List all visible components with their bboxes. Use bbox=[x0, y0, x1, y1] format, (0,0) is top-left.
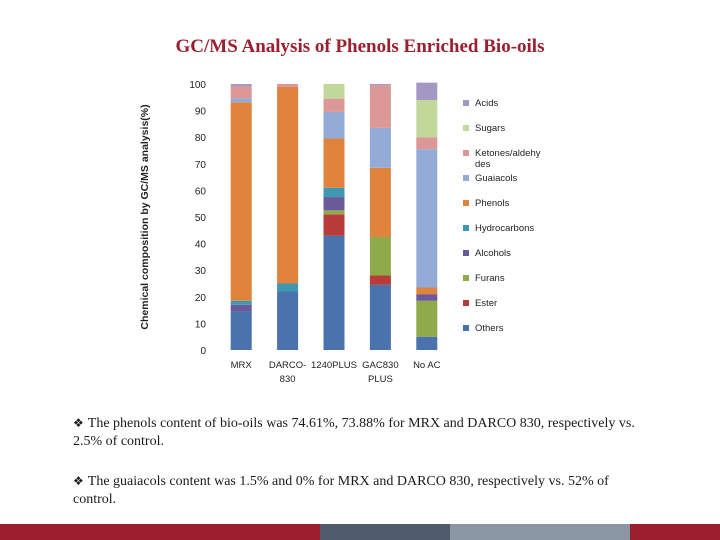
bar-segment-ketones-aldehydes bbox=[277, 84, 299, 87]
bar-segment-sugars bbox=[416, 99, 438, 138]
y-tick-label: 50 bbox=[195, 213, 207, 224]
legend-label: Acids bbox=[475, 98, 498, 109]
bar-segment-phenols bbox=[277, 86, 299, 284]
bar-segment-hydrocarbons bbox=[323, 187, 345, 198]
legend-swatch bbox=[463, 150, 469, 156]
bar-segment-ketones-aldehydes bbox=[369, 85, 391, 128]
y-tick-label: 60 bbox=[195, 186, 207, 197]
legend-swatch bbox=[463, 125, 469, 131]
footer-segment bbox=[320, 524, 450, 540]
bar-segment-phenols bbox=[230, 102, 252, 301]
bar-segment-phenols bbox=[323, 138, 345, 188]
legend-swatch bbox=[463, 175, 469, 181]
footer-segment bbox=[630, 524, 720, 540]
y-tick-label: 30 bbox=[195, 266, 207, 277]
bar-segment-ketones-aldehydes bbox=[416, 137, 438, 150]
y-tick-label: 100 bbox=[189, 80, 206, 91]
bar-segment-acids bbox=[416, 82, 438, 100]
footer-segment bbox=[0, 524, 140, 540]
bar-segment-furans bbox=[416, 300, 438, 337]
y-tick-label: 90 bbox=[195, 107, 207, 118]
legend-swatch bbox=[463, 300, 469, 306]
legend-label: Phenols bbox=[475, 198, 510, 209]
bar-segment-others bbox=[230, 311, 252, 350]
bar-segment-acids bbox=[369, 84, 391, 86]
y-tick-label: 20 bbox=[195, 293, 207, 304]
x-tick-label: 1240PLUS bbox=[311, 360, 357, 371]
legend-label: Ketones/aldehy bbox=[475, 148, 541, 159]
bullet-phenols: ❖ The phenols content of bio-oils was 74.… bbox=[73, 414, 653, 451]
legend-label: des bbox=[475, 159, 491, 170]
legend-label: Guaiacols bbox=[475, 173, 517, 184]
legend-swatch bbox=[463, 200, 469, 206]
legend-label: Others bbox=[475, 323, 504, 334]
legend-swatch bbox=[463, 100, 469, 106]
bar-segment-guaiacols bbox=[230, 98, 252, 103]
x-tick-label: MRX bbox=[231, 360, 253, 371]
bar-segment-furans bbox=[323, 210, 345, 215]
x-tick-label: PLUS bbox=[368, 374, 393, 385]
bar-segment-ester bbox=[323, 214, 345, 236]
x-tick-label: DARCO- bbox=[269, 360, 306, 371]
bar-segment-acids bbox=[230, 84, 252, 87]
slide-title: GC/MS Analysis of Phenols Enriched Bio-o… bbox=[175, 36, 545, 57]
stacked-bar-chart: 0 10 20 30 40 50 60 70 80 90 100 Chemical compositi… bbox=[139, 80, 541, 385]
y-tick-label: 40 bbox=[195, 240, 207, 251]
bar-segment-guaiacols bbox=[416, 149, 438, 288]
bar-segment-furans bbox=[369, 236, 391, 276]
bar-segment-alcohols bbox=[323, 197, 345, 211]
y-tick-label: 0 bbox=[200, 346, 206, 357]
bar-segment-others bbox=[277, 291, 299, 350]
legend-label: Furans bbox=[475, 273, 505, 284]
footer-segment bbox=[140, 524, 320, 540]
bar-segment-others bbox=[369, 284, 391, 350]
bar-segment-others bbox=[416, 336, 438, 350]
x-tick-label: 830 bbox=[280, 374, 296, 385]
legend-label: Ester bbox=[475, 298, 497, 309]
bullet-text: The guaiacols content was 1.5% and 0% fo… bbox=[73, 474, 609, 507]
footer-bar bbox=[0, 524, 720, 540]
legend-label: Sugars bbox=[475, 123, 505, 134]
bullet-diamond-icon: ❖ bbox=[73, 474, 84, 488]
legend-label: Alcohols bbox=[475, 248, 511, 259]
x-tick-label: No AC bbox=[413, 360, 441, 371]
legend-label: Hydrocarbons bbox=[475, 223, 534, 234]
bar-segment-alcohols bbox=[230, 304, 252, 312]
legend-swatch bbox=[463, 225, 469, 231]
bar-segment-phenols bbox=[369, 167, 391, 237]
legend-swatch bbox=[463, 250, 469, 256]
bullet-guaiacols: ❖ The guaiacols content was 1.5% and 0% f… bbox=[73, 472, 653, 509]
bar-segment-ester bbox=[369, 275, 391, 285]
bullet-diamond-icon: ❖ bbox=[73, 416, 84, 430]
y-tick-label: 70 bbox=[195, 160, 207, 171]
bar-segment-others bbox=[323, 235, 345, 350]
bar-segment-guaiacols bbox=[323, 111, 345, 139]
bar-segment-hydrocarbons bbox=[277, 283, 299, 292]
footer-segment bbox=[450, 524, 630, 540]
bar-segment-ketones-aldehydes bbox=[323, 98, 345, 112]
legend-swatch bbox=[463, 275, 469, 281]
bar-segment-ketones-aldehydes bbox=[230, 86, 252, 99]
y-axis-title: Chemical composition by GC/MS analysis(%… bbox=[139, 104, 151, 329]
y-tick-label: 80 bbox=[195, 133, 207, 144]
bar-segment-guaiacols bbox=[369, 127, 391, 168]
bar-segment-hydrocarbons bbox=[230, 300, 252, 305]
bar-segment-phenols bbox=[416, 287, 438, 295]
legend-swatch bbox=[463, 325, 469, 331]
bar-segment-alcohols bbox=[416, 294, 438, 301]
bullet-text: The phenols content of bio-oils was 74.6… bbox=[73, 416, 635, 449]
bar-segment-sugars bbox=[323, 84, 345, 99]
x-tick-label: GAC830 bbox=[362, 360, 398, 371]
y-tick-label: 10 bbox=[195, 319, 207, 330]
